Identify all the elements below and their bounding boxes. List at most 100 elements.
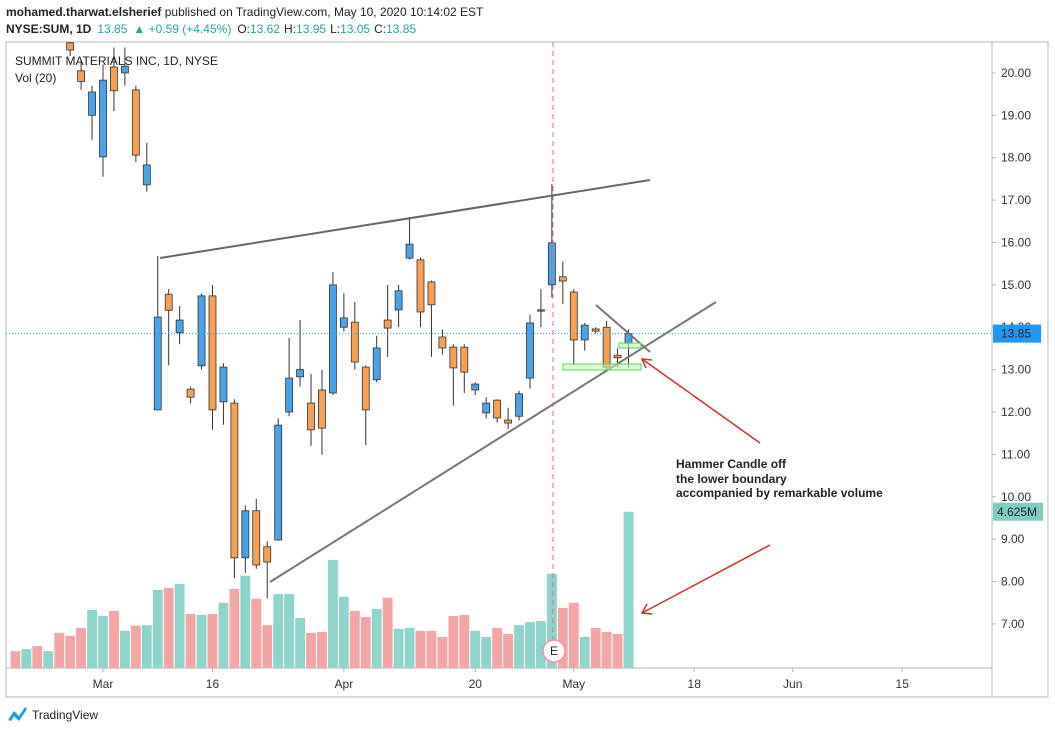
c-value: 13.85 — [386, 22, 416, 36]
candle-body — [460, 346, 469, 373]
candle-body — [339, 317, 348, 328]
highlight-box — [618, 342, 642, 349]
volume-bar — [437, 636, 448, 668]
candle-body — [427, 281, 436, 306]
volume-bar — [601, 631, 612, 668]
volume-bar — [207, 613, 218, 668]
y-tick-label: 9.00 — [1001, 532, 1025, 546]
volume-bar — [251, 598, 262, 668]
c-label: C: — [374, 22, 386, 36]
volume-bar — [306, 632, 316, 668]
x-tick-label: 20 — [469, 677, 483, 691]
volume-bar — [360, 616, 371, 668]
candle-body — [307, 402, 315, 431]
y-tick-label: 19.00 — [1001, 108, 1031, 122]
candle-body — [230, 402, 239, 559]
upper-trendline — [159, 179, 651, 259]
volume-bar — [54, 632, 65, 668]
candle-body — [383, 319, 392, 329]
volume-bar — [492, 627, 503, 668]
candle-body — [329, 284, 337, 394]
candle-body — [438, 336, 447, 349]
candle-body — [219, 366, 228, 403]
volume-bar — [426, 630, 437, 668]
volume-bar — [87, 609, 97, 668]
volume-bar — [338, 596, 349, 668]
volume-bar — [163, 587, 174, 668]
candle-body — [547, 242, 556, 286]
volume-bar — [109, 610, 119, 668]
candle-body — [471, 383, 480, 391]
x-tick-label: 18 — [688, 677, 702, 691]
volume-bar — [371, 608, 382, 668]
candle-body — [416, 259, 425, 313]
volume-bar — [448, 615, 459, 668]
candle-body — [120, 65, 129, 74]
candle-body — [131, 89, 140, 156]
candle-body — [580, 324, 589, 341]
candle-body — [241, 510, 250, 559]
volume-bar — [273, 594, 284, 668]
last-price-box — [993, 324, 1041, 343]
h-value: 13.95 — [296, 22, 326, 36]
footer-logo: TradingView — [8, 707, 98, 722]
volume-bar — [514, 625, 524, 668]
brand: TradingView — [32, 708, 98, 722]
volume-bar — [295, 618, 305, 668]
volume-bar — [130, 625, 141, 668]
arrow — [641, 544, 771, 614]
x-tick-label: May — [562, 677, 585, 691]
header-line-1: mohamed.tharwat.elsherief published on T… — [6, 5, 484, 19]
candle-body — [318, 389, 326, 429]
volume-bar — [568, 602, 579, 668]
volume-bar — [590, 627, 601, 668]
last-price-label: 13.85 — [1001, 327, 1031, 341]
volume-bar — [404, 627, 415, 668]
volume-bar — [43, 651, 54, 668]
earnings-badge[interactable] — [542, 639, 566, 663]
volume-bar — [382, 597, 393, 668]
annotation-line: the lower boundary — [676, 472, 787, 486]
symbol: NYSE:SUM, 1D — [6, 22, 92, 36]
candle-body — [405, 243, 414, 259]
annotation-line: accompanied by remarkable volume — [676, 486, 883, 500]
volume-bar — [229, 588, 240, 668]
candle-body — [197, 295, 206, 367]
candle-body — [372, 347, 381, 381]
volume-bar — [612, 633, 623, 668]
y-tick-label: 10.00 — [1001, 490, 1031, 504]
author: mohamed.tharwat.elsherief — [6, 5, 162, 19]
candle-body — [449, 346, 458, 369]
candle-body — [88, 91, 96, 116]
candle-body — [350, 321, 359, 363]
o-label: O: — [237, 22, 250, 36]
frame — [5, 41, 1049, 698]
x-tick-label: 16 — [206, 677, 220, 691]
candle-body — [99, 79, 107, 158]
earnings-label: E — [550, 644, 558, 658]
last: 13.85 — [97, 22, 127, 36]
candle-body — [296, 369, 304, 378]
candle-body — [482, 402, 491, 414]
x-tick-label: Mar — [93, 677, 114, 691]
volume-bar — [141, 625, 152, 668]
volume-bar — [32, 646, 43, 668]
y-tick-label: 18.00 — [1001, 151, 1031, 165]
volume-bar — [10, 651, 21, 668]
volume-bar — [21, 649, 32, 668]
volume-bar — [525, 622, 535, 668]
change: ▲ +0.59 (+4.45%) — [133, 22, 231, 36]
candle-body — [394, 290, 403, 311]
candle-body — [77, 70, 86, 82]
candle-body — [504, 419, 512, 424]
y-tick-label: 20.00 — [1001, 66, 1031, 80]
y-tick-label: 8.00 — [1001, 575, 1025, 589]
x-tick-label: Apr — [335, 677, 354, 691]
annotation-line: Hammer Candle off — [676, 457, 787, 471]
volume-bar — [185, 613, 196, 668]
candle-body — [493, 399, 502, 419]
volume-bar — [174, 583, 185, 668]
volume-title: Vol (20) — [15, 71, 56, 85]
volume-bar — [65, 635, 76, 668]
